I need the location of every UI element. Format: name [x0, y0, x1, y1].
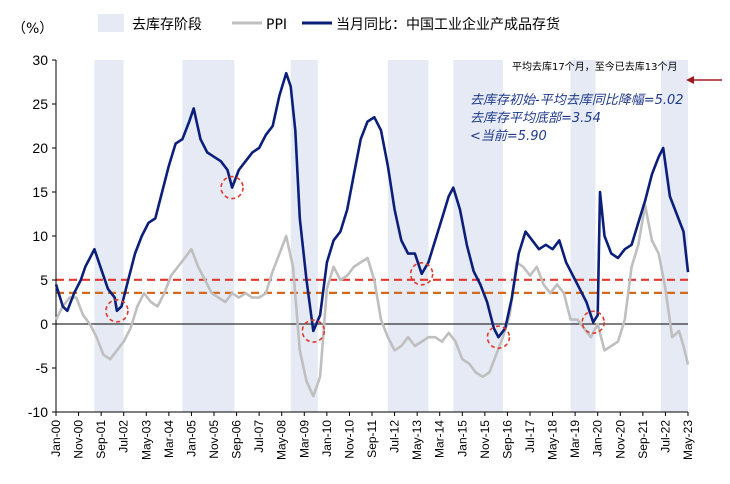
shade-period-0 — [94, 60, 124, 412]
trough-markers — [105, 175, 606, 350]
x-tick-label: May-23 — [681, 420, 695, 460]
x-tick-label: Jan-10 — [320, 420, 334, 457]
annotation-line-2: 去库存平均底部=3.54 — [470, 111, 601, 126]
x-tick-label: Jul-02 — [117, 420, 131, 453]
y-axis-unit-label: （%） — [12, 21, 53, 37]
x-tick-label: Jul-12 — [388, 420, 402, 453]
x-tick-label: Jan-20 — [591, 420, 605, 457]
y-tick-label: 0 — [40, 316, 48, 332]
legend: 去库存阶段 PPI 当月同比：中国工业企业产成品存货 — [98, 14, 560, 33]
y-tick-label: -10 — [28, 404, 48, 420]
series-line-inventory — [54, 71, 690, 339]
y-tick-label: 20 — [32, 140, 48, 156]
trough-marker-2 — [301, 319, 326, 343]
x-tick-label: Sep-06 — [230, 420, 244, 459]
y-tick-label: 30 — [32, 52, 48, 68]
x-tick-label: May-18 — [546, 420, 560, 460]
shade-period-5 — [570, 60, 596, 412]
x-tick-label: Nov-05 — [207, 420, 221, 459]
x-tick-label: Jul-17 — [523, 420, 537, 453]
annotation-line-3: <当前=5.90 — [470, 129, 547, 144]
trough-marker-4 — [486, 325, 511, 350]
annotation-top-note: 平均去库17个月，至今已去库13个月 — [512, 60, 677, 73]
x-tick-label: Sep-11 — [365, 420, 379, 458]
x-tick-label: Sep-16 — [500, 420, 514, 459]
x-tick-label: Jul-07 — [252, 420, 266, 453]
shade-period-4 — [453, 60, 503, 412]
x-tick-label: Nov-20 — [613, 420, 627, 459]
legend-label-shade: 去库存阶段 — [132, 17, 202, 33]
x-tick-label: Nov-00 — [72, 420, 86, 459]
x-tick-label: Mar-04 — [162, 420, 176, 458]
annotation-arrow-head — [686, 76, 694, 84]
x-tick-label: Jan-15 — [455, 420, 469, 457]
x-tick-label: May-03 — [139, 420, 153, 460]
trough-marker-0 — [105, 298, 129, 323]
x-tick-label: Jan-05 — [184, 420, 198, 457]
x-tick-label: Sep-01 — [94, 420, 108, 459]
y-tick-label: -5 — [36, 360, 49, 376]
y-tick-label: 10 — [32, 228, 48, 244]
y-tick-label: 15 — [32, 184, 48, 200]
trough-marker-5 — [581, 310, 606, 335]
annotation-line-1: 去库存初始-平均去库同比降幅=5.02 — [470, 93, 684, 108]
x-tick-label: Mar-09 — [297, 420, 311, 458]
trough-marker-3 — [409, 262, 434, 286]
x-tick-label: Jan-00 — [49, 420, 63, 457]
y-tick-label: 5 — [40, 272, 48, 288]
trough-marker-1 — [220, 175, 244, 200]
legend-label-ppi: PPI — [266, 17, 287, 33]
x-tick-label: May-13 — [410, 420, 424, 460]
legend-label-inventory: 当月同比：中国工业企业产成品存货 — [336, 16, 560, 33]
x-tick-label: Nov-10 — [342, 420, 356, 459]
x-tick-label: Mar-14 — [433, 420, 447, 458]
x-tick-label: Jul-22 — [658, 420, 672, 453]
shade-period-2 — [290, 60, 318, 412]
x-tick-label: Sep-21 — [636, 420, 650, 459]
x-tick-label: Nov-15 — [478, 420, 492, 459]
axes: -10 -5 0 5 10 15 20 25 30 Jan-00 Nov-00 Sep-01 Jul-0… — [28, 52, 695, 460]
y-tick-label: 25 — [32, 96, 48, 112]
shade-period-3 — [387, 60, 429, 412]
x-tick-label: Mar-19 — [568, 420, 582, 458]
shade-period-1 — [182, 60, 235, 412]
destocking-shades — [94, 60, 688, 412]
legend-swatch-shade — [98, 14, 124, 32]
x-tick-label: May-08 — [275, 420, 289, 460]
